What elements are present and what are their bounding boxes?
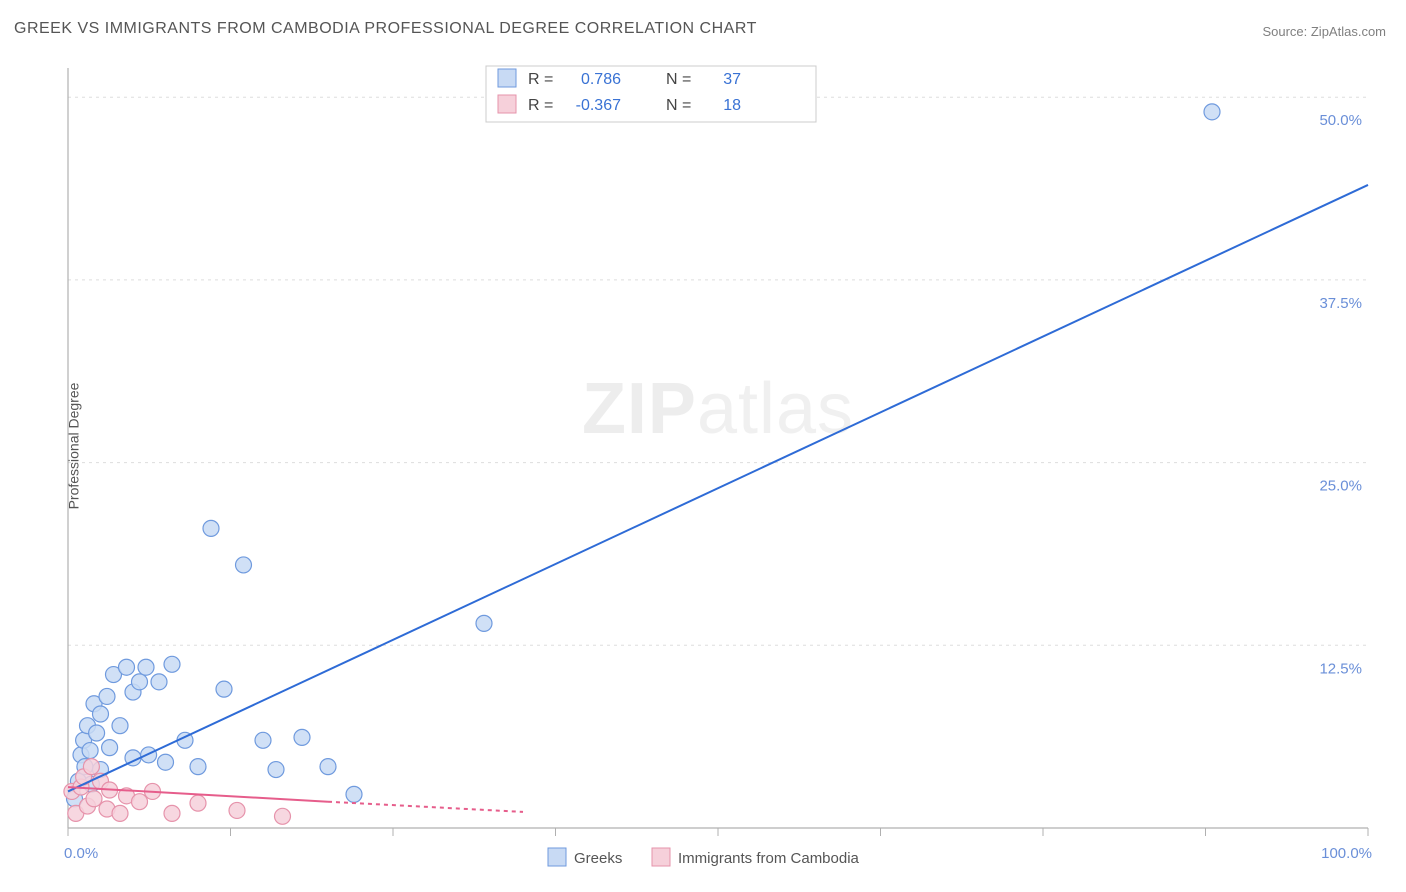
data-point — [93, 706, 109, 722]
legend-series-label: Immigrants from Cambodia — [678, 850, 860, 867]
data-point — [82, 743, 98, 759]
data-point — [216, 681, 232, 697]
x-end-label: 100.0% — [1321, 845, 1372, 862]
data-point — [99, 688, 115, 704]
data-point — [190, 795, 206, 811]
data-point — [119, 659, 135, 675]
data-point — [294, 729, 310, 745]
data-point — [476, 615, 492, 631]
watermark: ZIPatlas — [582, 369, 854, 449]
legend-swatch — [548, 848, 566, 866]
y-tick-label: 12.5% — [1319, 660, 1362, 677]
legend-n-label: N = — [666, 97, 691, 114]
data-point — [132, 794, 148, 810]
data-point — [112, 805, 128, 821]
legend-r-value: 0.786 — [581, 71, 621, 88]
data-point — [138, 659, 154, 675]
data-point — [275, 808, 291, 824]
data-point — [229, 802, 245, 818]
source-attribution: Source: ZipAtlas.com — [1262, 24, 1386, 39]
regression-line — [68, 185, 1368, 792]
legend-swatch — [652, 848, 670, 866]
data-point — [236, 557, 252, 573]
legend-r-value: -0.367 — [576, 97, 621, 114]
y-tick-label: 50.0% — [1319, 112, 1362, 129]
legend-swatch — [498, 69, 516, 87]
data-point — [158, 754, 174, 770]
legend-n-label: N = — [666, 71, 691, 88]
data-point — [346, 786, 362, 802]
data-point — [86, 791, 102, 807]
data-point — [89, 725, 105, 741]
chart-title: GREEK VS IMMIGRANTS FROM CAMBODIA PROFES… — [14, 20, 757, 38]
y-tick-label: 37.5% — [1319, 295, 1362, 312]
x-origin-label: 0.0% — [64, 845, 98, 862]
legend-series-label: Greeks — [574, 850, 622, 867]
legend-r-label: R = — [528, 97, 553, 114]
legend-r-label: R = — [528, 71, 553, 88]
data-point — [112, 718, 128, 734]
legend-swatch — [498, 95, 516, 113]
data-point — [268, 762, 284, 778]
data-point — [320, 759, 336, 775]
regression-line-extended — [328, 802, 523, 812]
data-point — [203, 520, 219, 536]
data-point — [1204, 104, 1220, 120]
data-point — [255, 732, 271, 748]
chart-area: 12.5%25.0%37.5%50.0%ZIPatlas0.0%100.0%R … — [48, 60, 1388, 850]
legend-n-value: 18 — [723, 97, 741, 114]
y-tick-label: 25.0% — [1319, 478, 1362, 495]
data-point — [83, 759, 99, 775]
data-point — [190, 759, 206, 775]
data-point — [164, 805, 180, 821]
scatter-chart-svg: 12.5% 25.0% 37.5% 50.0% ZIPatlas 0.0% 100.0% R … — [48, 60, 1388, 880]
data-point — [164, 656, 180, 672]
data-point — [151, 674, 167, 690]
data-point — [132, 674, 148, 690]
legend-n-value: 37 — [723, 71, 741, 88]
data-point — [102, 740, 118, 756]
